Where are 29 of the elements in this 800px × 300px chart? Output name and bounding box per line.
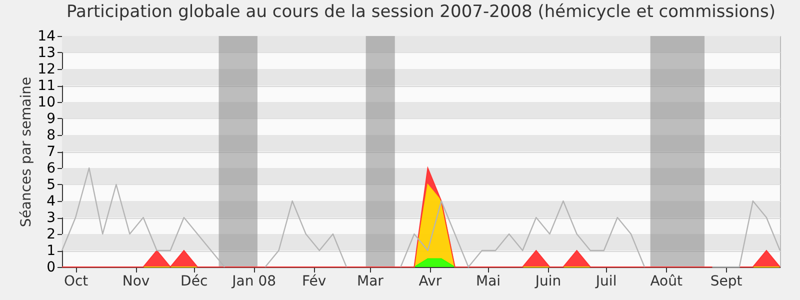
x-tick-label: Déc [180,274,208,290]
x-tick-label: Sept [710,274,743,290]
y-tick-label: 0 [46,260,56,276]
x-tick-label: Juin [534,274,562,290]
y-tick-label: 13 [38,45,56,61]
x-tick-label: Jan 08 [231,274,276,290]
x-tick-label: Août [650,274,683,290]
y-tick-label: 8 [46,128,56,144]
y-tick-label: 6 [46,160,56,176]
x-tick-label: Oct [64,274,89,290]
x-tick-label: Avr [418,274,442,290]
y-tick-label: 14 [38,28,56,44]
chart-title: Participation globale au cours de la session 2007-2008 (hémicycle et commissions) [66,2,776,22]
y-tick-label: 7 [46,144,56,160]
y-tick-label: 1 [46,243,56,259]
y-axis-title: Séances par semaine [18,76,35,228]
y-tick-label: 4 [46,194,56,210]
y-tick-label: 5 [46,177,56,193]
y-tick-label: 2 [46,226,56,242]
x-tick-label: Mai [476,274,501,290]
y-tick-label: 10 [38,94,56,110]
y-tick-label: 11 [38,78,56,94]
x-tick-label: Fév [302,274,326,290]
x-tick-label: Juil [594,274,617,290]
x-tick-label: Mar [357,274,384,290]
x-tick-label: Nov [122,274,150,290]
y-tick-label: 3 [46,210,56,226]
y-tick-label: 12 [38,62,56,78]
y-tick-label: 9 [46,111,56,127]
